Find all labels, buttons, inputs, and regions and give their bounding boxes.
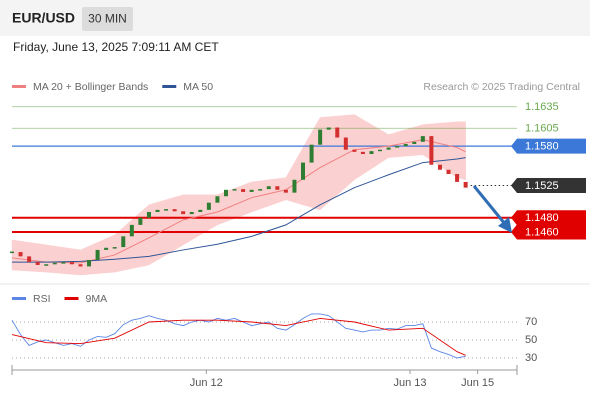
candle xyxy=(95,249,100,260)
level-label: 1.1480 xyxy=(525,212,559,224)
candle xyxy=(403,143,408,147)
candle xyxy=(44,264,49,266)
candle xyxy=(249,189,254,192)
credit: Research © 2025 Trading Central xyxy=(423,81,580,93)
candle xyxy=(18,252,23,257)
level-box xyxy=(511,210,586,226)
candle xyxy=(463,181,468,188)
bollinger-band xyxy=(45,244,81,276)
level-label: 1.1605 xyxy=(525,123,559,135)
candle xyxy=(155,209,160,212)
bollinger-band xyxy=(354,114,389,181)
candle xyxy=(352,149,357,152)
candle xyxy=(266,186,271,190)
bollinger-band xyxy=(11,239,47,273)
candle xyxy=(378,149,383,152)
x-tick-label: Jun 13 xyxy=(393,377,426,389)
candle xyxy=(437,164,442,170)
legend-label: 9MA xyxy=(86,293,108,305)
candle xyxy=(35,262,40,265)
level-label: 1.1525 xyxy=(525,180,559,192)
candle xyxy=(61,262,66,264)
legend-label: RSI xyxy=(33,293,51,305)
level-label: 1.1635 xyxy=(525,101,559,113)
y-tick-label: 70 xyxy=(525,316,537,328)
symbol: EUR/USD xyxy=(12,10,75,26)
ma50-line xyxy=(12,157,466,263)
bollinger-band xyxy=(182,194,218,246)
candle xyxy=(360,151,365,154)
legend-swatch xyxy=(12,297,26,300)
candle xyxy=(412,141,417,144)
level-label: 1.1460 xyxy=(525,226,559,238)
candle xyxy=(455,174,460,182)
candle xyxy=(429,136,434,165)
candle xyxy=(420,136,425,142)
candle xyxy=(223,189,228,197)
bollinger-band xyxy=(251,177,287,213)
level-box xyxy=(511,138,586,154)
candle xyxy=(198,209,203,212)
candle xyxy=(69,262,74,265)
candle xyxy=(309,144,314,163)
candle xyxy=(283,189,288,193)
interval-button[interactable] xyxy=(82,7,133,31)
candle xyxy=(446,169,451,175)
interval-label[interactable]: 30 MIN xyxy=(88,12,127,26)
candle xyxy=(275,186,280,190)
rsi-line xyxy=(11,317,466,356)
candle xyxy=(138,217,143,225)
legend-swatch xyxy=(12,85,26,88)
candle xyxy=(326,127,331,130)
candle xyxy=(146,211,151,218)
candle xyxy=(386,147,391,150)
candle xyxy=(121,236,126,248)
forecast-arrowhead xyxy=(498,217,512,233)
x-tick-label: Jun 12 xyxy=(190,377,223,389)
bollinger-band xyxy=(114,204,150,273)
candle xyxy=(292,179,297,193)
y-tick-label: 50 xyxy=(525,334,537,346)
candle xyxy=(189,211,194,215)
candle xyxy=(206,202,211,210)
candle xyxy=(52,262,57,265)
bollinger-band xyxy=(148,194,184,266)
legend-swatch xyxy=(64,297,79,300)
legend-label: MA 20 + Bollinger Bands xyxy=(33,81,148,93)
candle xyxy=(112,247,117,249)
candle xyxy=(395,146,400,148)
candle xyxy=(87,259,92,267)
candle xyxy=(78,264,83,267)
candle xyxy=(318,129,323,145)
candle xyxy=(104,247,109,250)
y-tick-label: 30 xyxy=(525,352,537,364)
level-box xyxy=(511,224,586,240)
candle xyxy=(343,137,348,150)
timestamp: Friday, June 13, 2025 7:09:11 AM CET xyxy=(13,40,219,54)
x-tick-label: Jun 15 xyxy=(461,377,494,389)
candle xyxy=(258,189,263,191)
candle xyxy=(215,196,220,203)
level-label: 1.1580 xyxy=(525,141,559,153)
candle xyxy=(301,162,306,180)
forecast-arrow xyxy=(472,185,507,225)
candle xyxy=(172,209,177,212)
candle xyxy=(369,151,374,154)
candle xyxy=(27,256,32,263)
candle xyxy=(10,251,14,254)
candle xyxy=(181,211,186,215)
candle xyxy=(232,189,237,191)
rsi-line xyxy=(11,313,466,359)
legend-label: MA 50 xyxy=(183,81,213,93)
level-box xyxy=(511,178,586,193)
candle xyxy=(129,224,134,237)
legend-swatch xyxy=(162,85,177,88)
candle xyxy=(164,209,169,211)
candle xyxy=(335,127,340,138)
candle xyxy=(241,189,246,192)
